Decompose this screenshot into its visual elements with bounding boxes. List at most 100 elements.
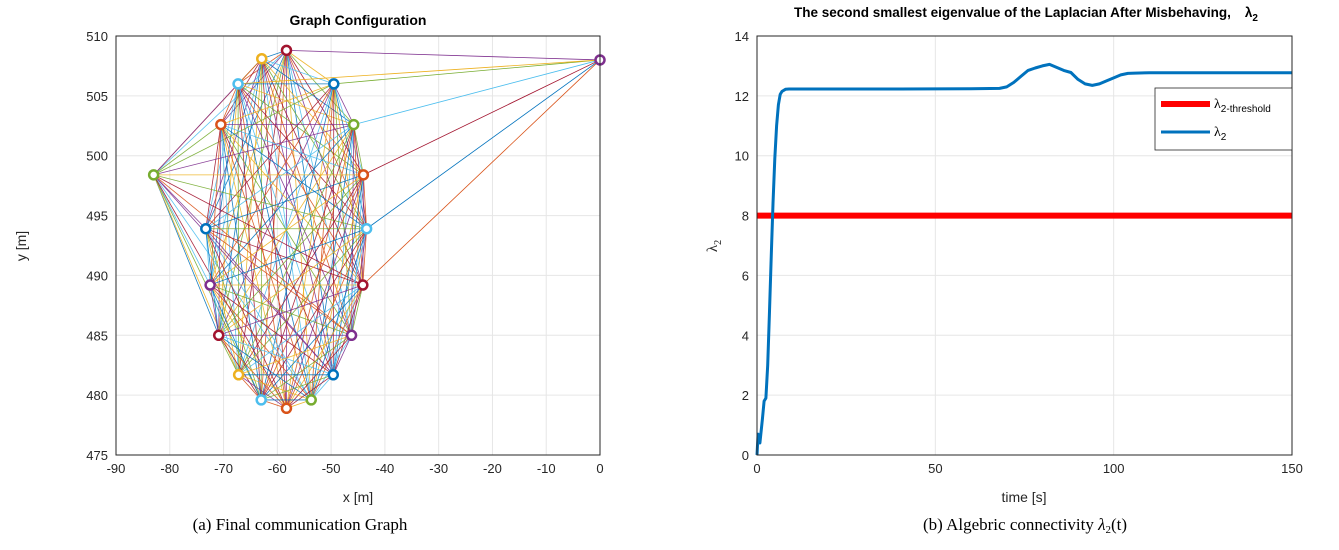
graph-edge xyxy=(209,83,239,286)
chart-a-ylabel: y [m] xyxy=(13,231,29,261)
graph-edge xyxy=(209,284,220,336)
graph-edge xyxy=(260,284,364,401)
graph-node xyxy=(232,78,244,90)
graph-edge xyxy=(209,284,352,336)
graph-edge xyxy=(209,284,287,409)
graph-edge xyxy=(333,83,352,336)
y-tick-label: 12 xyxy=(735,89,749,104)
graph-edge xyxy=(153,174,211,286)
graph-edge xyxy=(153,174,334,376)
graph-edge xyxy=(205,83,335,230)
graph-edge xyxy=(220,124,334,375)
graph-edge xyxy=(260,83,335,401)
graph-edge xyxy=(333,83,364,175)
graph-edge xyxy=(209,284,312,401)
graph-edge xyxy=(351,284,364,336)
graph-edge xyxy=(209,284,334,376)
x-tick-label: -30 xyxy=(429,461,448,476)
y-tick-label: 14 xyxy=(735,29,749,44)
graph-edge xyxy=(310,174,364,401)
graph-edge xyxy=(209,228,367,286)
graph-node xyxy=(255,394,267,406)
x-tick-label: -50 xyxy=(322,461,341,476)
graph-edge xyxy=(237,83,287,409)
graph-edge xyxy=(205,174,364,230)
graph-edge xyxy=(286,50,312,400)
chart-b-title-symbol: λ xyxy=(1245,5,1253,20)
graph-configuration-chart: Graph Configuration -90 -80 -70 -60 -50 -40 -3… xyxy=(13,12,606,505)
x-tick-label: -70 xyxy=(214,461,233,476)
legend-label-lambda2: λ2 xyxy=(1214,125,1227,143)
graph-edge xyxy=(261,58,334,375)
chart-b-ylabel-symbol: λ xyxy=(705,244,721,252)
graph-edge xyxy=(260,124,355,401)
x-tick-label: -80 xyxy=(160,461,179,476)
graph-edge xyxy=(332,124,355,375)
graph-edge xyxy=(220,124,367,230)
graph-edge xyxy=(332,228,367,375)
graph-edge xyxy=(366,59,601,230)
caption-b-prefix: (b) Algebric connectivity xyxy=(922,515,1094,534)
graph-edge xyxy=(286,174,364,409)
graph-edge xyxy=(209,284,239,375)
graph-edge xyxy=(286,335,352,409)
y-tick-label: 495 xyxy=(86,209,108,224)
x-tick-label: 150 xyxy=(1281,461,1303,476)
x-tick-label: -60 xyxy=(268,461,287,476)
chart-a-axes-box xyxy=(115,35,601,456)
caption-b: (b) Algebric connectivity λ2(t) xyxy=(825,515,1225,536)
legend-box xyxy=(1154,87,1293,151)
graph-edge xyxy=(209,174,364,286)
graph-edge xyxy=(351,124,355,336)
graph-edge xyxy=(238,374,287,409)
graph-edge xyxy=(218,83,335,336)
graph-node xyxy=(357,169,370,181)
graph-node xyxy=(200,222,212,235)
graph-edge xyxy=(362,174,368,229)
graph-node xyxy=(345,329,358,342)
graph-node xyxy=(360,222,373,235)
graph-node xyxy=(255,52,268,65)
graph-edge xyxy=(153,124,354,176)
chart-a-tick-labels: -90 -80 -70 -60 -50 -40 -30 -20 -10 0 475 480 485 490… xyxy=(86,29,603,476)
chart-a-xlabel: x [m] xyxy=(343,489,373,505)
y-tick-label: 500 xyxy=(86,149,108,164)
graph-edge xyxy=(153,174,367,230)
chart-b-ylabel: λ2 xyxy=(705,240,724,252)
graph-edge xyxy=(238,59,601,85)
graph-edge xyxy=(261,58,364,286)
graph-edge xyxy=(153,174,352,336)
graph-edge xyxy=(218,334,334,376)
y-tick-label: 4 xyxy=(742,328,749,343)
y-tick-label: 510 xyxy=(86,29,108,44)
y-tick-label: 2 xyxy=(742,388,749,403)
graph-edge xyxy=(332,83,335,375)
x-tick-label: 0 xyxy=(596,461,603,476)
graph-edge xyxy=(218,334,312,401)
graph-edge xyxy=(363,59,601,176)
graph-edge xyxy=(310,335,352,401)
graph-edge xyxy=(332,335,352,375)
x-tick-label: -40 xyxy=(375,461,394,476)
graph-edge xyxy=(353,124,364,175)
eigenvalue-chart: The second smallest eigenvalue of the La… xyxy=(705,5,1303,505)
legend-label-lambda2-symbol: λ xyxy=(1214,125,1221,140)
graph-edge xyxy=(237,83,352,336)
graph-edge xyxy=(153,174,239,375)
y-tick-label: 0 xyxy=(742,448,749,463)
graph-edge xyxy=(351,174,364,336)
graph-edge xyxy=(362,228,368,286)
graph-edge xyxy=(237,83,364,176)
graph-edge xyxy=(205,228,363,286)
y-tick-label: 485 xyxy=(86,328,108,343)
graph-edge xyxy=(237,83,354,125)
chart-b-axes-box xyxy=(756,35,1293,456)
graph-node xyxy=(212,329,225,342)
chart-b-title-symbol-sub: 2 xyxy=(1252,13,1258,24)
graph-edge xyxy=(286,83,335,409)
graph-edge xyxy=(220,124,312,401)
legend-label-threshold-sub: 2-threshold xyxy=(1221,104,1271,115)
graph-node xyxy=(280,402,293,415)
y-tick-label: 480 xyxy=(86,388,108,403)
